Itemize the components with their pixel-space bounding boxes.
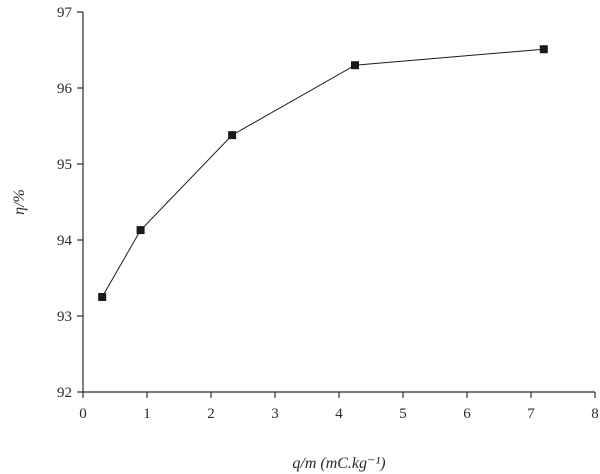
data-point-marker — [98, 293, 107, 301]
tick-labels: 0 1 2 3 4 5 6 7 8 92 93 94 95 96 97 — [57, 5, 599, 422]
data-point-marker — [136, 226, 145, 235]
x-tick-label: 3 — [271, 406, 279, 422]
x-tick-label: 0 — [79, 406, 87, 422]
x-tick-label: 8 — [591, 406, 599, 422]
data-point-marker — [351, 61, 359, 70]
x-tick-label: 6 — [463, 406, 471, 422]
x-tick-label: 7 — [527, 406, 535, 422]
x-tick-label: 5 — [399, 406, 407, 422]
series-line — [101, 48, 544, 298]
ticks — [77, 11, 596, 398]
series-lines — [101, 48, 544, 298]
x-tick-label: 4 — [335, 406, 343, 422]
y-tick-label: 94 — [57, 233, 73, 249]
x-tick-label: 2 — [207, 406, 215, 422]
y-axis-label: η/% — [11, 189, 28, 215]
y-tick-label: 97 — [57, 5, 73, 21]
series-markers — [98, 45, 548, 301]
x-axis-label: q/m (mC.kg⁻¹) — [292, 455, 385, 472]
x-tick-label: 1 — [143, 406, 151, 422]
data-point-marker — [228, 131, 237, 140]
y-tick-label: 92 — [57, 385, 72, 401]
y-tick-label: 93 — [57, 309, 72, 325]
data-point-marker — [539, 45, 548, 54]
y-tick-label: 96 — [57, 81, 73, 97]
y-tick-label: 95 — [57, 157, 72, 173]
axes — [82, 12, 595, 393]
